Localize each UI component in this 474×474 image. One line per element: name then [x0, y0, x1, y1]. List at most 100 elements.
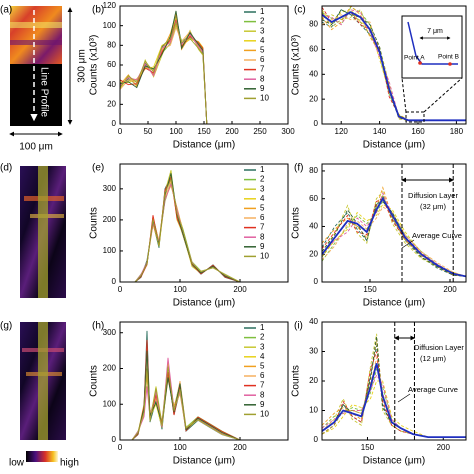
- y-axis-label: Counts (x10³): [89, 35, 100, 96]
- legend-label: 1: [260, 165, 265, 174]
- legend-label: 10: [260, 94, 269, 103]
- x-tick-label: 100: [173, 443, 187, 452]
- panel-label: (a): [0, 5, 12, 16]
- legend-label: 8: [260, 74, 265, 83]
- legend-label: 4: [260, 36, 265, 45]
- x-tick-label: 200: [233, 443, 247, 452]
- x-tick-label: 150: [361, 443, 375, 452]
- legend-label: 9: [260, 84, 265, 93]
- plot-frame: [119, 5, 289, 125]
- series-line: [120, 178, 288, 282]
- plot-area: [120, 170, 288, 282]
- legend-label: 5: [260, 362, 265, 371]
- x-tick-label: 150: [197, 127, 211, 136]
- annotation: Diffusion Layer: [414, 343, 464, 352]
- x-tick-label: 50: [144, 127, 153, 136]
- x-tick-label: 150: [363, 285, 377, 294]
- zoom-connector: [401, 77, 407, 113]
- inset-point: [448, 62, 452, 66]
- x-tick-label: 250: [253, 127, 267, 136]
- y-axis-label: Counts: [89, 365, 100, 397]
- heatmap-streak: [10, 22, 62, 28]
- x-axis-label: Distance (μm): [173, 298, 235, 309]
- legend-label: 9: [260, 242, 265, 251]
- annotation: Average Curve: [408, 385, 458, 394]
- y-tick-label: 0: [112, 435, 117, 444]
- legend-label: 1: [260, 7, 265, 16]
- y-tick-label: 20: [309, 249, 318, 258]
- y-tick-label: 60: [309, 45, 318, 54]
- legend-label: 1: [260, 323, 265, 332]
- profile-band: [38, 322, 48, 440]
- legend-label: 10: [260, 410, 269, 419]
- line-profile-label: Line Profile: [38, 67, 49, 117]
- x-tick-label: 200: [437, 443, 451, 452]
- series-line: [322, 11, 466, 122]
- inset-curve: [407, 21, 458, 65]
- plot-frame: [321, 5, 467, 125]
- y-tick-label: 300: [103, 328, 117, 337]
- y-tick-label: 10: [309, 406, 318, 415]
- panel-label: (h): [92, 321, 104, 332]
- x-tick-label: 300: [281, 127, 295, 136]
- y-tick-label: 300: [103, 184, 117, 193]
- y-axis-label: Counts: [291, 365, 302, 397]
- dashed-series-line: [322, 194, 466, 277]
- x-tick-label: 100: [169, 127, 183, 136]
- legend-label: 2: [260, 333, 265, 342]
- panel-label: (e): [92, 163, 104, 174]
- panel-label: (d): [0, 163, 12, 174]
- x-axis-label: Distance (μm): [363, 456, 425, 467]
- y-tick-label: 0: [314, 277, 319, 286]
- dashed-series-line: [322, 357, 466, 438]
- y-tick-label: 200: [103, 215, 117, 224]
- y-tick-label: 100: [103, 21, 117, 30]
- y-tick-label: 80: [107, 40, 116, 49]
- legend-label: 3: [260, 26, 265, 35]
- y-tick-label: 0: [112, 277, 117, 286]
- plot-frame: [119, 321, 289, 441]
- x-tick-label: 200: [225, 127, 239, 136]
- heatmap-streak: [10, 40, 62, 45]
- legend-label: 8: [260, 390, 265, 399]
- legend-label: 6: [260, 55, 265, 64]
- y-axis-label: Counts: [89, 207, 100, 239]
- legend-label: 7: [260, 223, 265, 232]
- y-tick-label: 20: [309, 376, 318, 385]
- annotation-pointer: [397, 393, 411, 403]
- profile-band: [38, 166, 48, 298]
- image-panel-d: [20, 166, 66, 298]
- colorbar: [26, 451, 58, 462]
- width-label: 100 μm: [19, 142, 53, 153]
- heatmap-image: [10, 64, 62, 126]
- series-line: [120, 350, 288, 440]
- plot-area: [120, 10, 288, 124]
- image-panel-g: low high: [9, 322, 79, 469]
- annotation: (12 μm): [420, 354, 446, 363]
- panel-label: (i): [294, 321, 303, 332]
- series-line: [120, 19, 288, 124]
- x-tick-label: 0: [118, 443, 123, 452]
- annotation-pointer: [401, 239, 415, 249]
- annotation: Average Curve: [412, 231, 462, 240]
- x-tick-label: 0: [118, 285, 123, 294]
- legend-label: 10: [260, 252, 269, 261]
- image-panel-a: Line Profile 300 μm 100 μm: [9, 6, 88, 153]
- y-tick-label: 40: [309, 222, 318, 231]
- inset-label: Point B: [438, 54, 459, 61]
- legend-label: 2: [260, 17, 265, 26]
- colorbar-high: high: [60, 458, 79, 469]
- x-tick-label: 160: [411, 127, 425, 136]
- y-tick-label: 40: [309, 69, 318, 78]
- y-tick-label: 0: [314, 119, 319, 128]
- dashed-series-line: [322, 200, 466, 277]
- dashed-series-line: [322, 336, 466, 438]
- plot-area: [322, 333, 466, 438]
- legend-label: 9: [260, 400, 265, 409]
- zoom-connector: [423, 77, 463, 113]
- y-tick-label: 100: [103, 399, 117, 408]
- dashed-series-line: [322, 374, 466, 438]
- inset-frame: [401, 15, 463, 79]
- x-tick-label: 200: [233, 285, 247, 294]
- y-tick-label: 80: [309, 166, 318, 175]
